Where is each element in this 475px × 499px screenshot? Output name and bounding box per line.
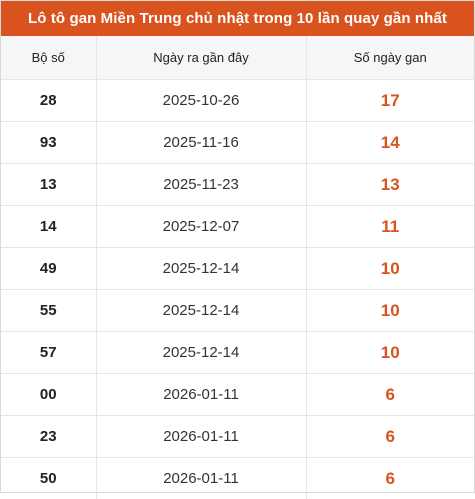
table-row: 93 2025-11-16 14 [1,122,474,164]
recent-date: 2025-12-07 [96,206,306,248]
gan-days: 10 [306,248,474,290]
recent-date: 2025-11-16 [96,122,306,164]
gan-days: 14 [306,122,474,164]
recent-date: 2026-01-11 [96,416,306,458]
gan-days: 11 [306,206,474,248]
lotto-number: 57 [1,332,96,374]
lotto-number: 23 [1,416,96,458]
table-title: Lô tô gan Miền Trung chủ nhật trong 10 l… [1,1,474,36]
table-row: 13 2025-11-23 13 [1,164,474,206]
column-header-number: Bộ số [1,36,96,80]
table-row: 14 2025-12-07 11 [1,206,474,248]
lotto-number: 13 [1,164,96,206]
recent-date: 2025-10-26 [96,80,306,122]
recent-date: 2025-12-14 [96,332,306,374]
lotto-number: 14 [1,206,96,248]
gan-days: 17 [306,80,474,122]
column-header-recent-date: Ngày ra gần đây [96,36,306,80]
table-row: 49 2025-12-14 10 [1,248,474,290]
gan-table: Bộ số Ngày ra gần đây Số ngày gan 28 202… [1,36,474,499]
table-row: 28 2025-10-26 17 [1,80,474,122]
recent-date: 2025-12-14 [96,290,306,332]
recent-date: 2026-01-11 [96,374,306,416]
gan-days: 13 [306,164,474,206]
table-row: 23 2026-01-11 6 [1,416,474,458]
table-row: 55 2025-12-14 10 [1,290,474,332]
table-row: 57 2025-12-14 10 [1,332,474,374]
lotto-number: 28 [1,80,96,122]
gan-days: 10 [306,290,474,332]
recent-date: 2025-11-23 [96,164,306,206]
lotto-number: 55 [1,290,96,332]
recent-date: 2025-12-14 [96,248,306,290]
lotto-number: 49 [1,248,96,290]
header-row: Bộ số Ngày ra gần đây Số ngày gan [1,36,474,80]
lotto-number: 93 [1,122,96,164]
table-row: 00 2026-01-11 6 [1,374,474,416]
gan-days: 10 [306,332,474,374]
gan-days: 6 [306,416,474,458]
lotto-number: 00 [1,374,96,416]
gan-days: 6 [306,374,474,416]
column-header-gan-days: Số ngày gan [306,36,474,80]
